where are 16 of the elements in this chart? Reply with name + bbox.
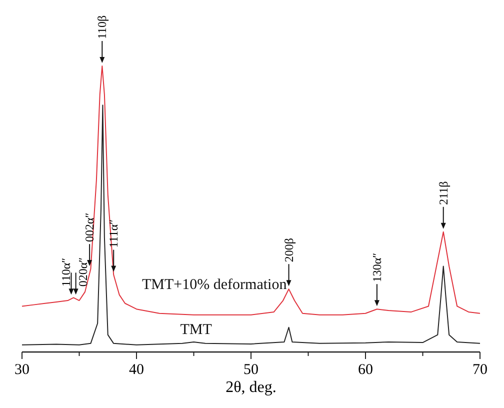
x-tick-label: 30	[14, 362, 30, 378]
annotation: 200β	[282, 238, 296, 262]
x-tick-label: 70	[472, 362, 488, 378]
x-axis-title: 2θ, deg.	[226, 379, 276, 396]
x-tick-label: 60	[358, 362, 373, 378]
x-tick-label: 50	[244, 362, 258, 378]
annotation: 110α″	[59, 258, 74, 287]
annotation: 211β	[436, 181, 450, 205]
x-tick-label: 40	[129, 362, 144, 378]
series-label: TMT	[180, 322, 212, 338]
annotation: 111α″	[106, 219, 121, 248]
series-label: TMT+10% deformation	[142, 276, 288, 293]
annotation: 110β	[95, 15, 110, 39]
annotation: 020α″	[76, 257, 90, 287]
annotation: 130α″	[370, 252, 384, 282]
annotation: 002α″	[82, 212, 97, 242]
